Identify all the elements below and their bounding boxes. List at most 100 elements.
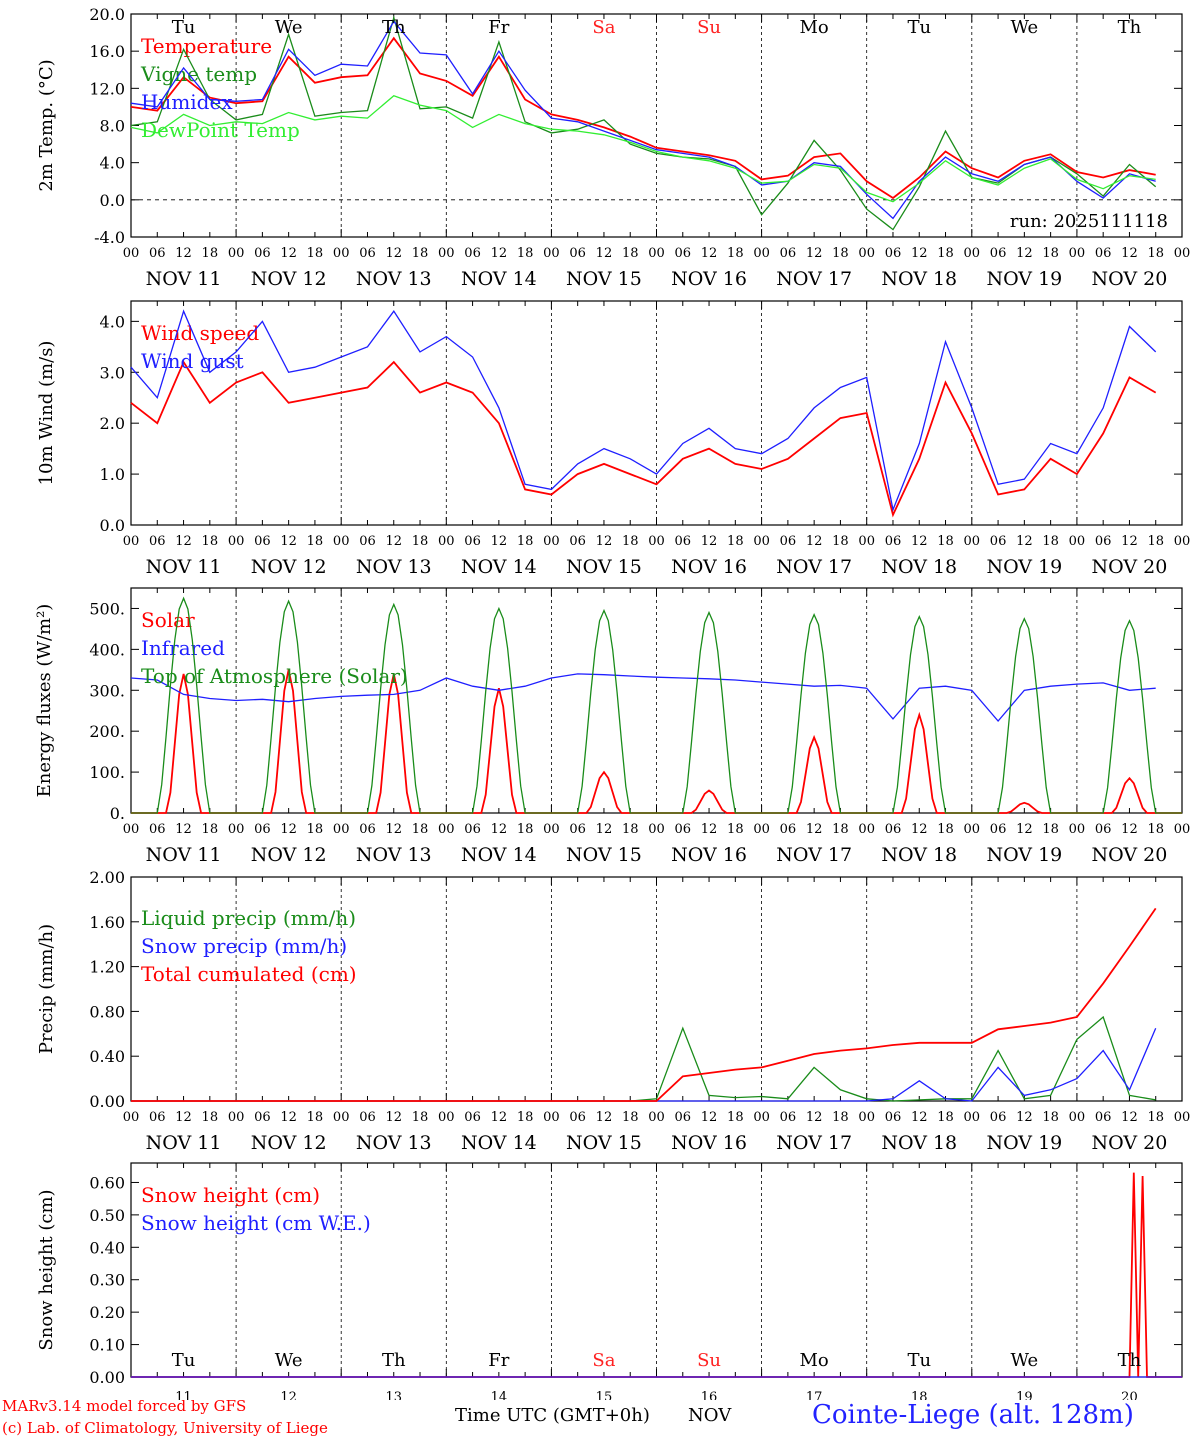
hour-tick-label: 18 xyxy=(832,534,849,549)
legend-dewpoint-temp: DewPoint Temp xyxy=(141,118,300,142)
hour-tick-label: 06 xyxy=(780,1110,797,1125)
date-label: NOV 12 xyxy=(251,1132,327,1154)
hour-tick-label: 12 xyxy=(701,1110,718,1125)
hour-tick-label: 00 xyxy=(1174,822,1191,837)
hour-tick-label: 06 xyxy=(464,822,481,837)
hour-tick-label: 00 xyxy=(123,246,140,261)
hour-tick-label: 18 xyxy=(412,534,429,549)
hour-tick-label: 06 xyxy=(254,246,271,261)
y-tick-label: -4.0 xyxy=(94,228,125,247)
y-tick-label: 12.0 xyxy=(89,79,125,98)
hour-tick-label: 00 xyxy=(333,1110,350,1125)
hour-tick-label: 06 xyxy=(675,534,692,549)
hour-tick-label: 06 xyxy=(569,534,586,549)
legend-wind-speed: Wind speed xyxy=(141,321,259,345)
y-tick-label: 1.60 xyxy=(89,913,125,932)
hour-tick-label: 18 xyxy=(622,246,639,261)
hour-tick-label: 00 xyxy=(438,246,455,261)
date-label: NOV 14 xyxy=(461,1132,537,1154)
hour-tick-label: 18 xyxy=(202,822,219,837)
hour-tick-label: 18 xyxy=(307,534,324,549)
y-tick-label: 2.0 xyxy=(100,414,125,433)
y-tick-label: 2.00 xyxy=(89,868,125,887)
hour-tick-label: 06 xyxy=(149,1110,166,1125)
day-name: Fr xyxy=(488,17,509,38)
hour-tick-label: 12 xyxy=(911,1110,928,1125)
hour-tick-label: 18 xyxy=(622,1110,639,1125)
hour-tick-label: 18 xyxy=(517,246,534,261)
day-number: 12 xyxy=(280,1390,297,1400)
hour-tick-label: 06 xyxy=(780,822,797,837)
hour-tick-label: 00 xyxy=(438,1110,455,1125)
hour-tick-label: 18 xyxy=(307,246,324,261)
hour-tick-label: 00 xyxy=(228,1110,245,1125)
legend-snow-precip-mm-h-: Snow precip (mm/h) xyxy=(141,934,347,958)
hour-tick-label: 00 xyxy=(333,246,350,261)
hour-tick-label: 06 xyxy=(780,534,797,549)
hour-tick-label: 12 xyxy=(911,534,928,549)
hour-tick-label: 12 xyxy=(596,1110,613,1125)
day-name: Th xyxy=(1118,1350,1142,1371)
day-number: 20 xyxy=(1121,1390,1138,1400)
date-label: NOV 16 xyxy=(671,1132,747,1154)
hour-tick-label: 00 xyxy=(753,822,770,837)
hour-tick-label: 12 xyxy=(596,246,613,261)
hour-tick-label: 06 xyxy=(464,246,481,261)
date-label: NOV 12 xyxy=(251,556,327,578)
hour-tick-label: 00 xyxy=(753,1110,770,1125)
hour-tick-label: 00 xyxy=(1174,534,1191,549)
hour-tick-label: 18 xyxy=(412,1110,429,1125)
legend-wind-gust: Wind gust xyxy=(141,349,244,373)
date-label: NOV 20 xyxy=(1092,844,1168,866)
y-tick-label: 0.60 xyxy=(89,1173,125,1192)
hour-tick-label: 00 xyxy=(1069,822,1086,837)
day-name: We xyxy=(275,1350,303,1371)
hour-tick-label: 18 xyxy=(307,822,324,837)
hour-tick-label: 18 xyxy=(202,1110,219,1125)
hour-tick-label: 06 xyxy=(885,246,902,261)
hour-tick-label: 06 xyxy=(149,246,166,261)
hour-tick-label: 06 xyxy=(1095,1110,1112,1125)
legend-liquid-precip-mm-h-: Liquid precip (mm/h) xyxy=(141,906,356,930)
hour-tick-label: 00 xyxy=(858,822,875,837)
y-axis-label: Snow height (cm) xyxy=(36,1189,57,1350)
hour-tick-label: 12 xyxy=(1016,534,1033,549)
hour-tick-label: 12 xyxy=(491,822,508,837)
hour-tick-label: 06 xyxy=(990,534,1007,549)
hour-tick-label: 06 xyxy=(149,822,166,837)
legend-snow-height-cm-w-e-: Snow height (cm W.E.) xyxy=(141,1211,371,1235)
hour-tick-label: 12 xyxy=(596,822,613,837)
legend-vigne-temp: Vigne temp xyxy=(140,62,257,86)
series-line-temperature xyxy=(130,36,1156,200)
hour-tick-label: 12 xyxy=(280,822,297,837)
hour-tick-label: 18 xyxy=(832,246,849,261)
day-name: Th xyxy=(1118,17,1142,38)
hour-tick-label: 18 xyxy=(202,534,219,549)
hour-tick-label: 06 xyxy=(254,1110,271,1125)
lab-credit: (c) Lab. of Climatology, University of L… xyxy=(2,1419,328,1437)
legend-infrared: Infrared xyxy=(141,636,225,660)
hour-tick-label: 12 xyxy=(806,1110,823,1125)
y-tick-label: 0.0 xyxy=(100,191,125,210)
series-line-wind-speed xyxy=(130,360,1157,518)
day-name: Mo xyxy=(800,17,829,38)
panel-2: 0.0 1.0 2.0 3.0 4.0 10m Wind (m/s) Wind speed W… xyxy=(36,300,1191,578)
hour-tick-label: 06 xyxy=(990,246,1007,261)
y-tick-label: 100. xyxy=(89,763,125,782)
hour-tick-label: 06 xyxy=(149,534,166,549)
hour-tick-label: 00 xyxy=(228,534,245,549)
hour-tick-label: 00 xyxy=(333,822,350,837)
hour-tick-label: 12 xyxy=(491,534,508,549)
model-credit: MARv3.14 model forced by GFS xyxy=(2,1397,247,1415)
hour-tick-label: 18 xyxy=(1147,534,1164,549)
y-tick-label: 0.0 xyxy=(100,516,125,535)
hour-tick-label: 12 xyxy=(701,246,718,261)
y-tick-label: 1.20 xyxy=(89,958,125,977)
month-label: NOV xyxy=(688,1405,732,1426)
hour-tick-label: 12 xyxy=(806,534,823,549)
hour-tick-label: 06 xyxy=(464,1110,481,1125)
hour-tick-label: 18 xyxy=(727,534,744,549)
date-label: NOV 18 xyxy=(881,556,957,578)
y-axis-label: Precip (mm/h) xyxy=(36,924,57,1054)
hour-tick-label: 12 xyxy=(1121,246,1138,261)
